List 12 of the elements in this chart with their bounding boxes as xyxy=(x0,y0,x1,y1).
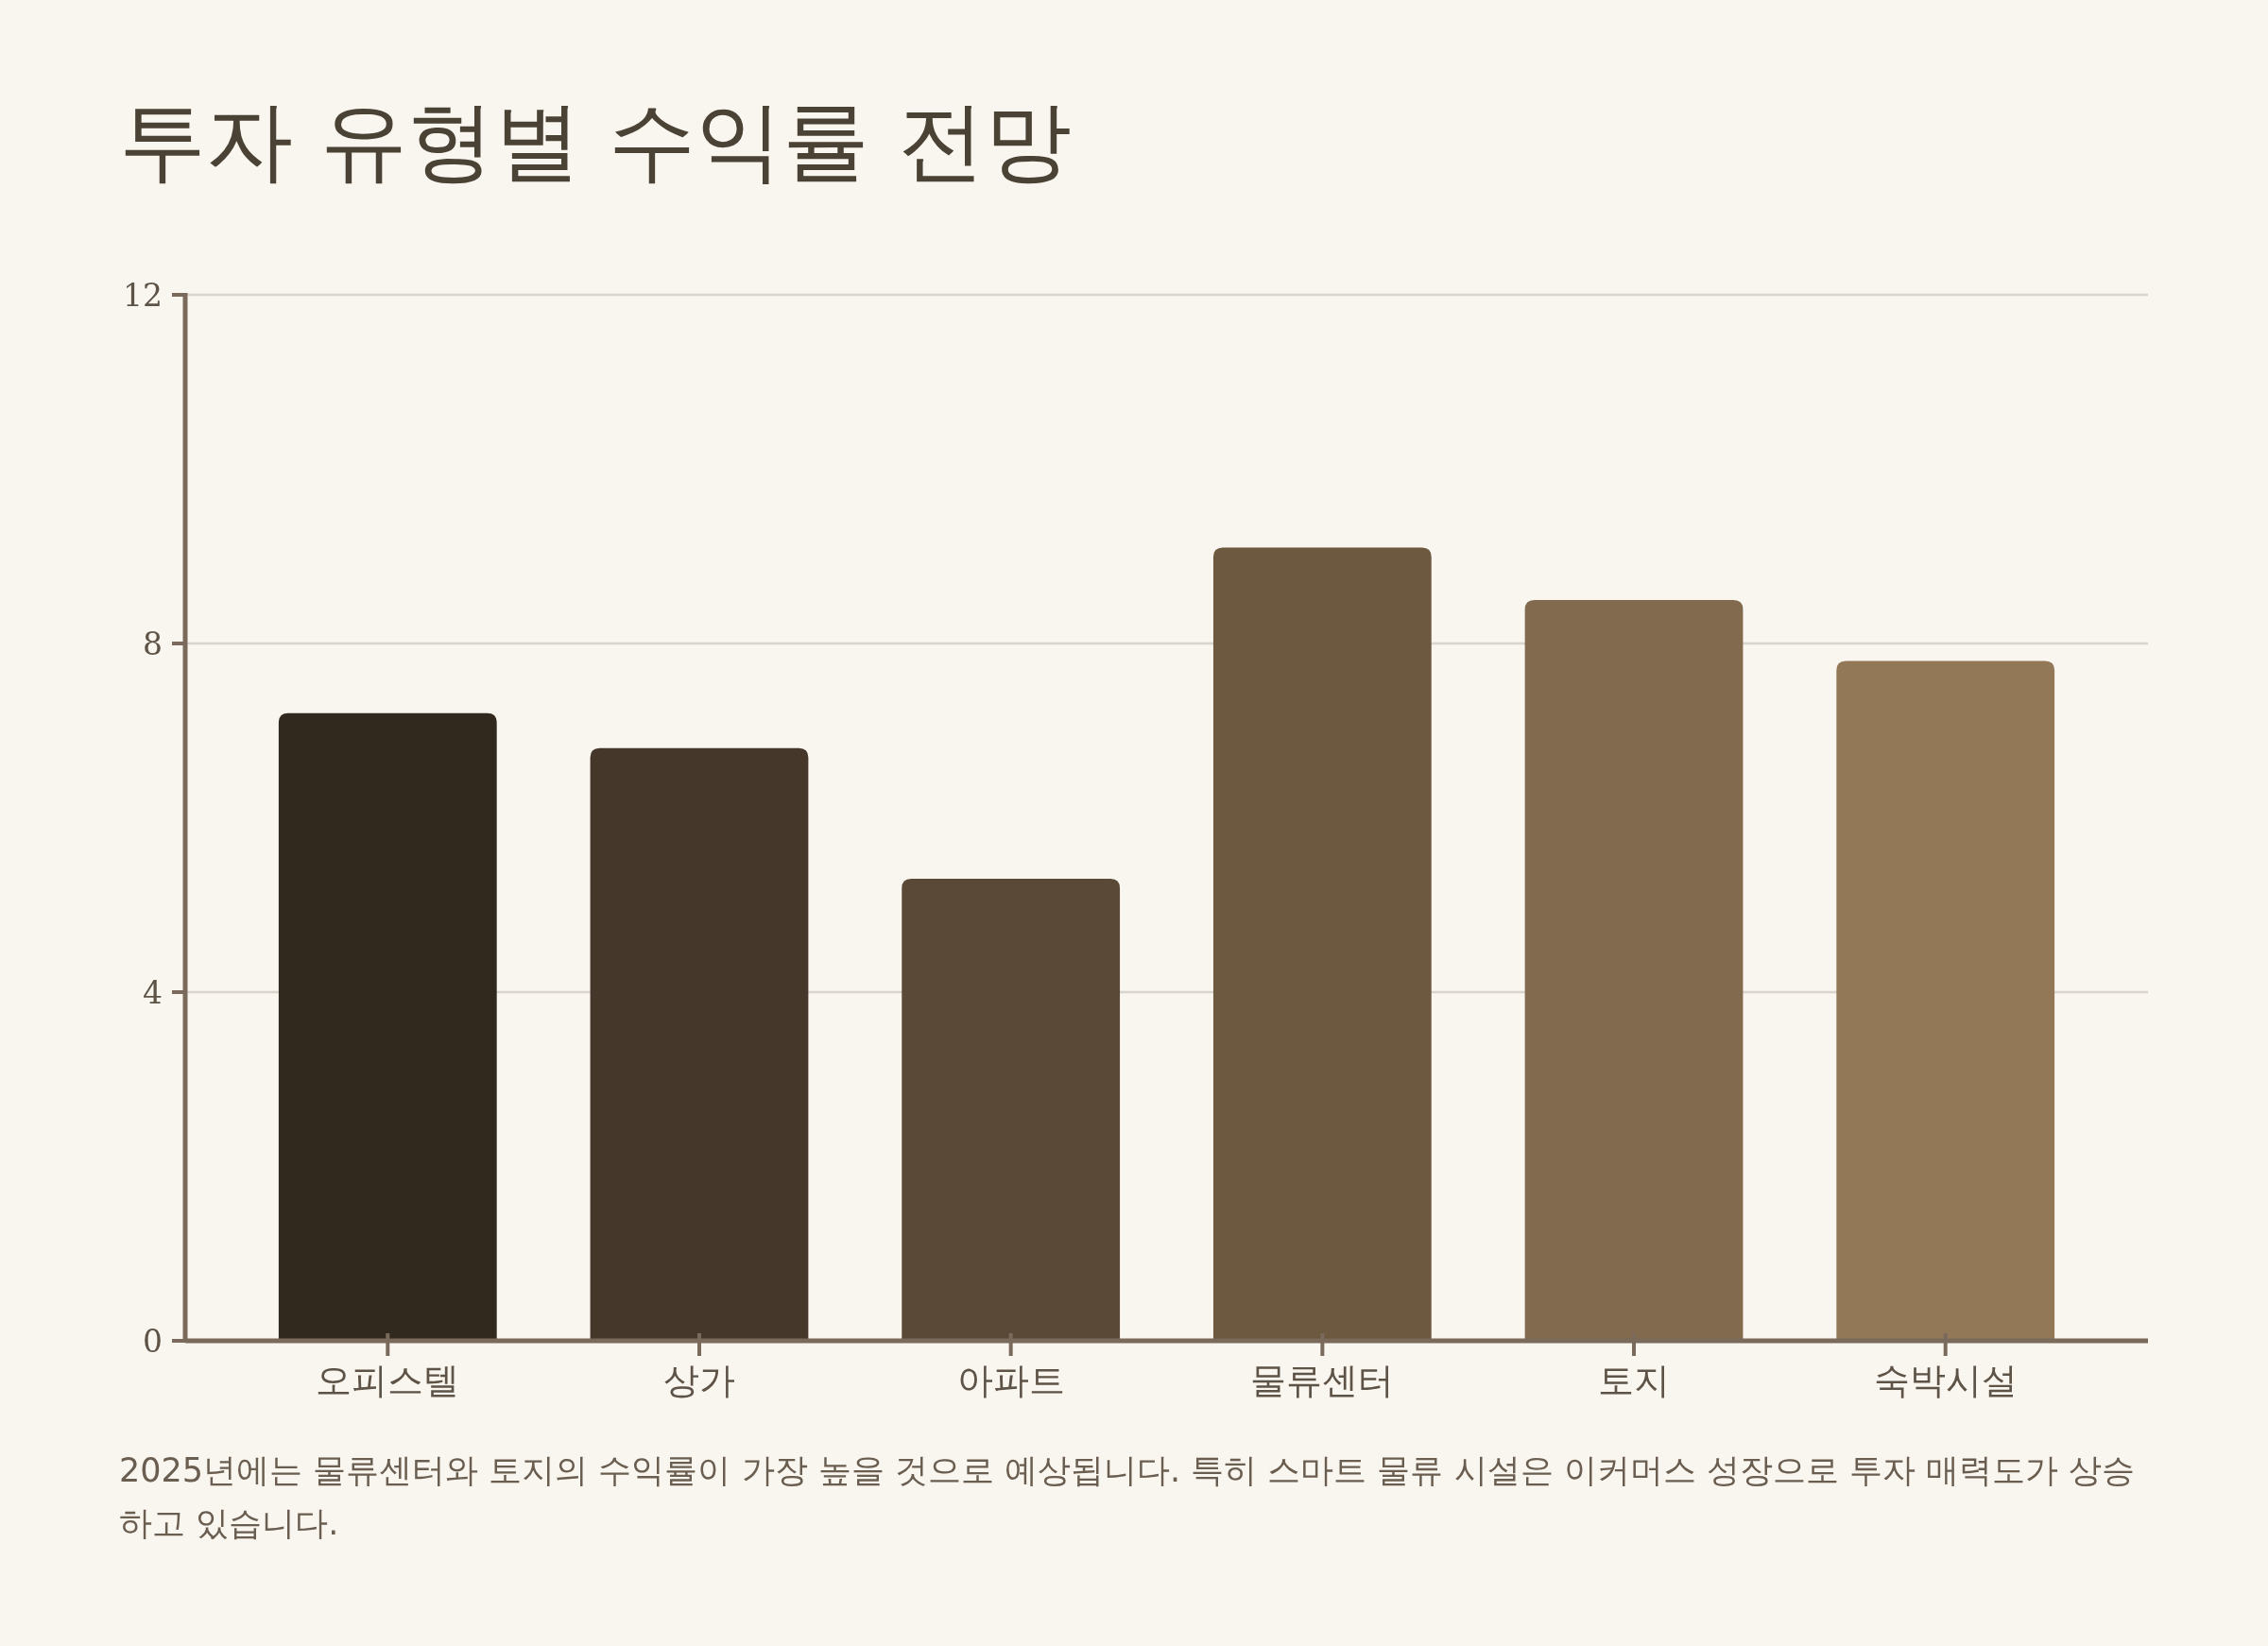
xtick: 아파트 xyxy=(956,1360,1065,1401)
title: 투자 유형별 수익률 전망 xyxy=(119,90,1072,194)
annotation: 2025년에는 물류센터와 토지의 수익률이 가장 높을 것으로 예상됩니다. 특히 스마트 물류 시설은 이커머스 성장으로 투자 매력도가 상승하고 있습니다. xyxy=(119,1450,2137,1544)
ytick: 12 xyxy=(123,277,163,314)
ytick: 0 xyxy=(143,1323,163,1360)
ytick: 8 xyxy=(143,626,163,662)
xtick: 오피스텔 xyxy=(316,1360,460,1401)
xtick: 물류센터 xyxy=(1250,1360,1395,1401)
xtick: 토지 xyxy=(1598,1360,1670,1401)
xtick: 숙박시설 xyxy=(1873,1360,2018,1401)
ytick: 4 xyxy=(143,974,163,1011)
xtick: 상가 xyxy=(663,1360,735,1401)
